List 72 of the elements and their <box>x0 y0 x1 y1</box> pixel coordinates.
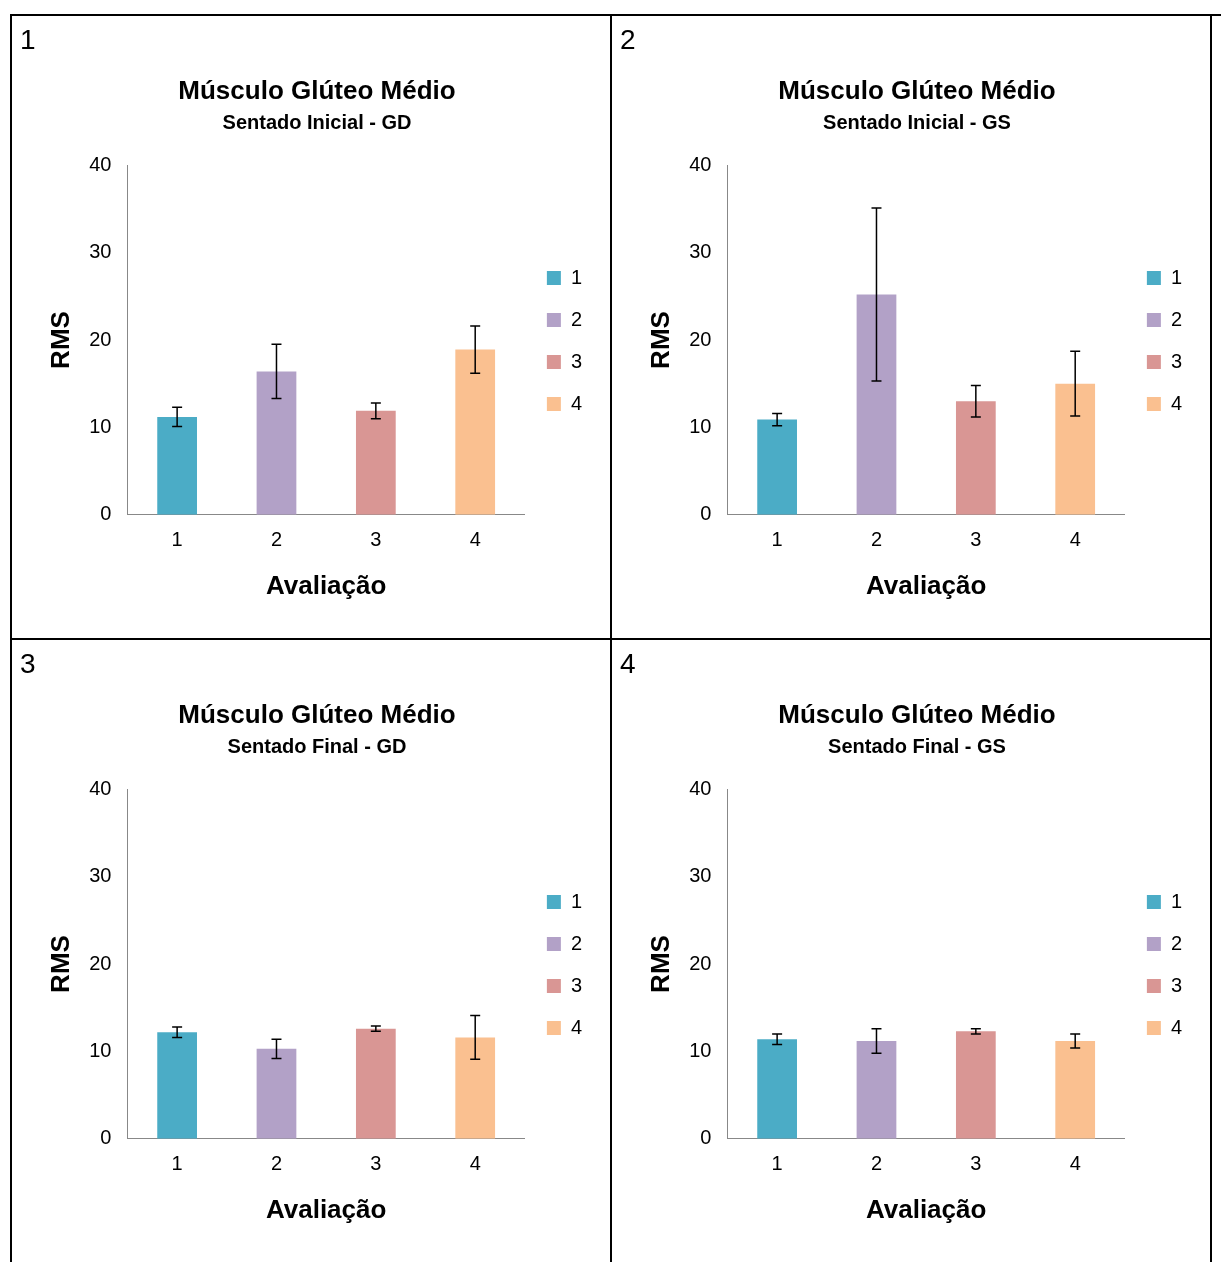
x-tick-label: 2 <box>870 528 883 551</box>
legend-label: 4 <box>570 1015 582 1038</box>
x-tick-label: 3 <box>970 1152 982 1175</box>
x-tick-label: 2 <box>270 1152 283 1175</box>
x-tick-label: 1 <box>171 528 183 551</box>
x-tick-label: 4 <box>1069 528 1081 551</box>
text: 2 <box>620 24 636 56</box>
text: 3 <box>20 648 36 680</box>
chart-subtitle: Sentado Inicial - GD <box>222 110 412 133</box>
y-tick-label: 30 <box>689 864 712 887</box>
y-axis-title: RMS <box>44 935 75 993</box>
x-tick-label: 1 <box>771 1152 783 1175</box>
x-tick-label: 3 <box>370 528 382 551</box>
y-tick-label: 40 <box>89 776 112 799</box>
y-tick-label: 30 <box>89 240 112 263</box>
y-tick-label: 20 <box>689 327 712 350</box>
y-tick-label: 30 <box>89 864 112 887</box>
legend-label: 1 <box>1170 889 1182 912</box>
y-tick-label: 0 <box>700 1126 712 1149</box>
y-axis-title: RMS <box>644 935 675 993</box>
x-tick-label: 2 <box>270 528 283 551</box>
text: 1 <box>20 24 36 56</box>
chart-subtitle: Sentado Inicial - GS <box>823 110 1011 133</box>
legend-label: 1 <box>1170 265 1182 288</box>
y-tick-label: 40 <box>689 776 712 799</box>
x-tick-label: 4 <box>469 528 481 551</box>
y-tick-label: 10 <box>689 414 712 437</box>
chart-title: Músculo Glúteo Médio <box>178 698 456 729</box>
x-tick-label: 3 <box>970 528 982 551</box>
chart-title: Músculo Glúteo Médio <box>778 74 1056 105</box>
legend-label: 1 <box>570 889 582 912</box>
legend-label: 2 <box>570 307 582 330</box>
legend-label: 3 <box>1170 349 1182 372</box>
y-tick-label: 20 <box>89 951 112 974</box>
chart-subtitle: Sentado Final - GS <box>828 734 1006 757</box>
y-tick-label: 20 <box>689 951 712 974</box>
x-tick-label: 2 <box>870 1152 883 1175</box>
legend-label: 2 <box>1170 931 1182 954</box>
y-tick-label: 30 <box>689 240 712 263</box>
legend-label: 4 <box>1170 391 1182 414</box>
legend-label: 2 <box>1170 307 1182 330</box>
legend-label: 3 <box>570 973 582 996</box>
legend-label: 1 <box>570 265 582 288</box>
x-tick-label: 3 <box>370 1152 382 1175</box>
y-tick-label: 10 <box>89 414 112 437</box>
y-tick-label: 0 <box>700 502 712 525</box>
y-tick-label: 10 <box>689 1038 712 1061</box>
y-tick-label: 0 <box>100 502 112 525</box>
y-tick-label: 20 <box>89 327 112 350</box>
x-axis-title: Avaliação <box>265 569 387 600</box>
x-tick-label: 1 <box>171 1152 183 1175</box>
x-tick-label: 4 <box>1069 1152 1081 1175</box>
chart-title: Músculo Glúteo Médio <box>178 74 456 105</box>
x-axis-title: Avaliação <box>265 1193 387 1224</box>
text: 4 <box>620 648 636 680</box>
x-tick-label: 4 <box>469 1152 481 1175</box>
x-tick-label: 1 <box>771 528 783 551</box>
y-tick-label: 40 <box>689 152 712 175</box>
legend-label: 4 <box>1170 1015 1182 1038</box>
y-tick-label: 0 <box>100 1126 112 1149</box>
chart-subtitle: Sentado Final - GD <box>227 734 407 757</box>
chart-title: Músculo Glúteo Médio <box>778 698 1056 729</box>
y-axis-title: RMS <box>644 311 675 369</box>
legend-label: 3 <box>570 349 582 372</box>
legend-label: 3 <box>1170 973 1182 996</box>
y-tick-label: 10 <box>89 1038 112 1061</box>
y-tick-label: 40 <box>89 152 112 175</box>
legend-label: 4 <box>570 391 582 414</box>
x-axis-title: Avaliação <box>865 1193 987 1224</box>
x-axis-title: Avaliação <box>865 569 987 600</box>
y-axis-title: RMS <box>44 311 75 369</box>
legend-label: 2 <box>570 931 582 954</box>
